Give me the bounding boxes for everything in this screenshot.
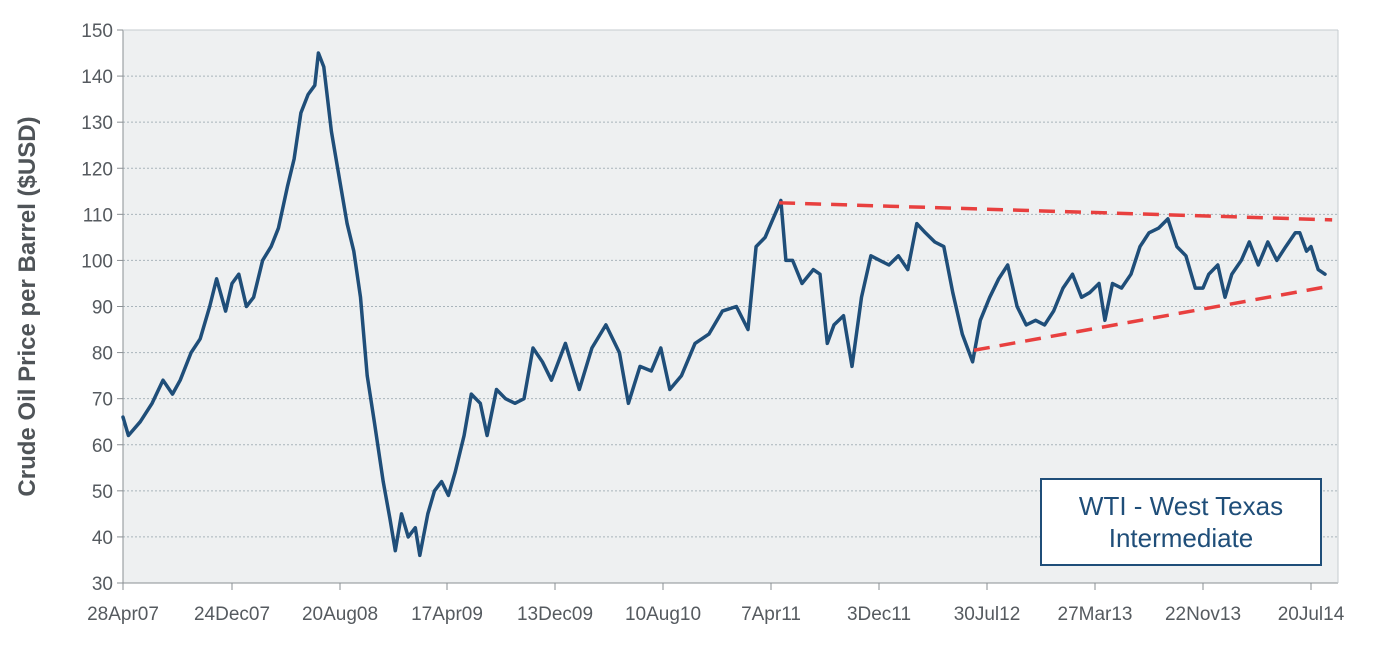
x-tick-label: 28Apr07 [87,604,159,625]
trendline-group [779,201,1333,353]
y-tick-label: 100 [81,251,113,272]
support-trendline [973,284,1333,353]
y-tick-label: 80 [92,344,113,365]
y-tick-label: 40 [92,528,113,549]
y-tick-label: 30 [92,574,113,595]
y-tick-label: 130 [81,113,113,134]
y-tick-label: 50 [92,482,113,503]
legend-box: WTI - West Texas Intermediate [1040,478,1322,566]
y-tick-label: 150 [81,21,113,42]
y-tick-label: 90 [92,298,113,319]
y-tick-label: 110 [83,205,113,226]
x-tick-label: 17Apr09 [411,604,483,625]
y-tick-label: 70 [92,390,113,411]
x-tick-label: 20Aug08 [302,604,378,625]
y-axis-label: Crude Oil Price per Barrel ($USD) [14,116,41,496]
x-tick-label: 20Jul14 [1278,604,1345,625]
x-tick-label: 22Nov13 [1165,604,1241,625]
x-tick-label: 7Apr11 [741,604,801,625]
y-axis-ticks: 30 40 50 60 70 80 90 100 110 120 130 140 150 [81,21,123,595]
series-line-wti [121,51,1327,558]
legend-label-line2: Intermediate [1108,523,1254,553]
x-tick-label: 24Dec07 [194,604,270,625]
x-tick-label: 10Aug10 [625,604,701,625]
y-tick-label: 60 [92,436,113,457]
x-tick-label: 27Mar13 [1058,604,1133,625]
resistance-trendline [779,201,1333,222]
x-tick-label: 13Dec09 [517,604,593,625]
x-axis-ticks: 28Apr07 24Dec07 20Aug08 17Apr09 13Dec09 10Aug… [87,583,1345,625]
y-tick-label: 140 [81,67,113,88]
series-group [121,51,1327,558]
y-tick-label: 120 [81,159,113,180]
x-tick-label: 30Jul12 [954,604,1021,625]
legend-label-line1: WTI - West Texas [1078,491,1284,521]
x-tick-label: 3Dec11 [847,604,911,625]
